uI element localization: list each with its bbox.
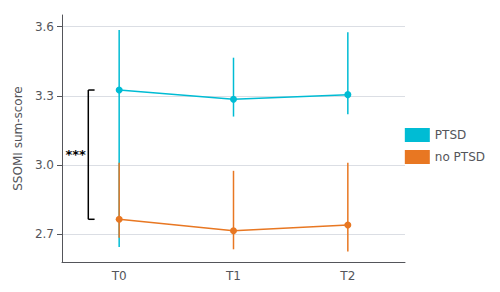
svg-text:2.7: 2.7 <box>35 227 54 241</box>
svg-text:T2: T2 <box>339 269 355 283</box>
svg-text:no PTSD: no PTSD <box>435 150 485 164</box>
svg-text:***: *** <box>66 147 87 162</box>
svg-text:T1: T1 <box>225 269 241 283</box>
svg-text:T0: T0 <box>111 269 127 283</box>
svg-text:3.0: 3.0 <box>35 158 54 172</box>
svg-text:3.6: 3.6 <box>35 20 54 34</box>
svg-text:3.3: 3.3 <box>35 89 54 103</box>
svg-text:PTSD: PTSD <box>435 128 466 142</box>
svg-text:SSOMI sum-score: SSOMI sum-score <box>11 86 25 191</box>
